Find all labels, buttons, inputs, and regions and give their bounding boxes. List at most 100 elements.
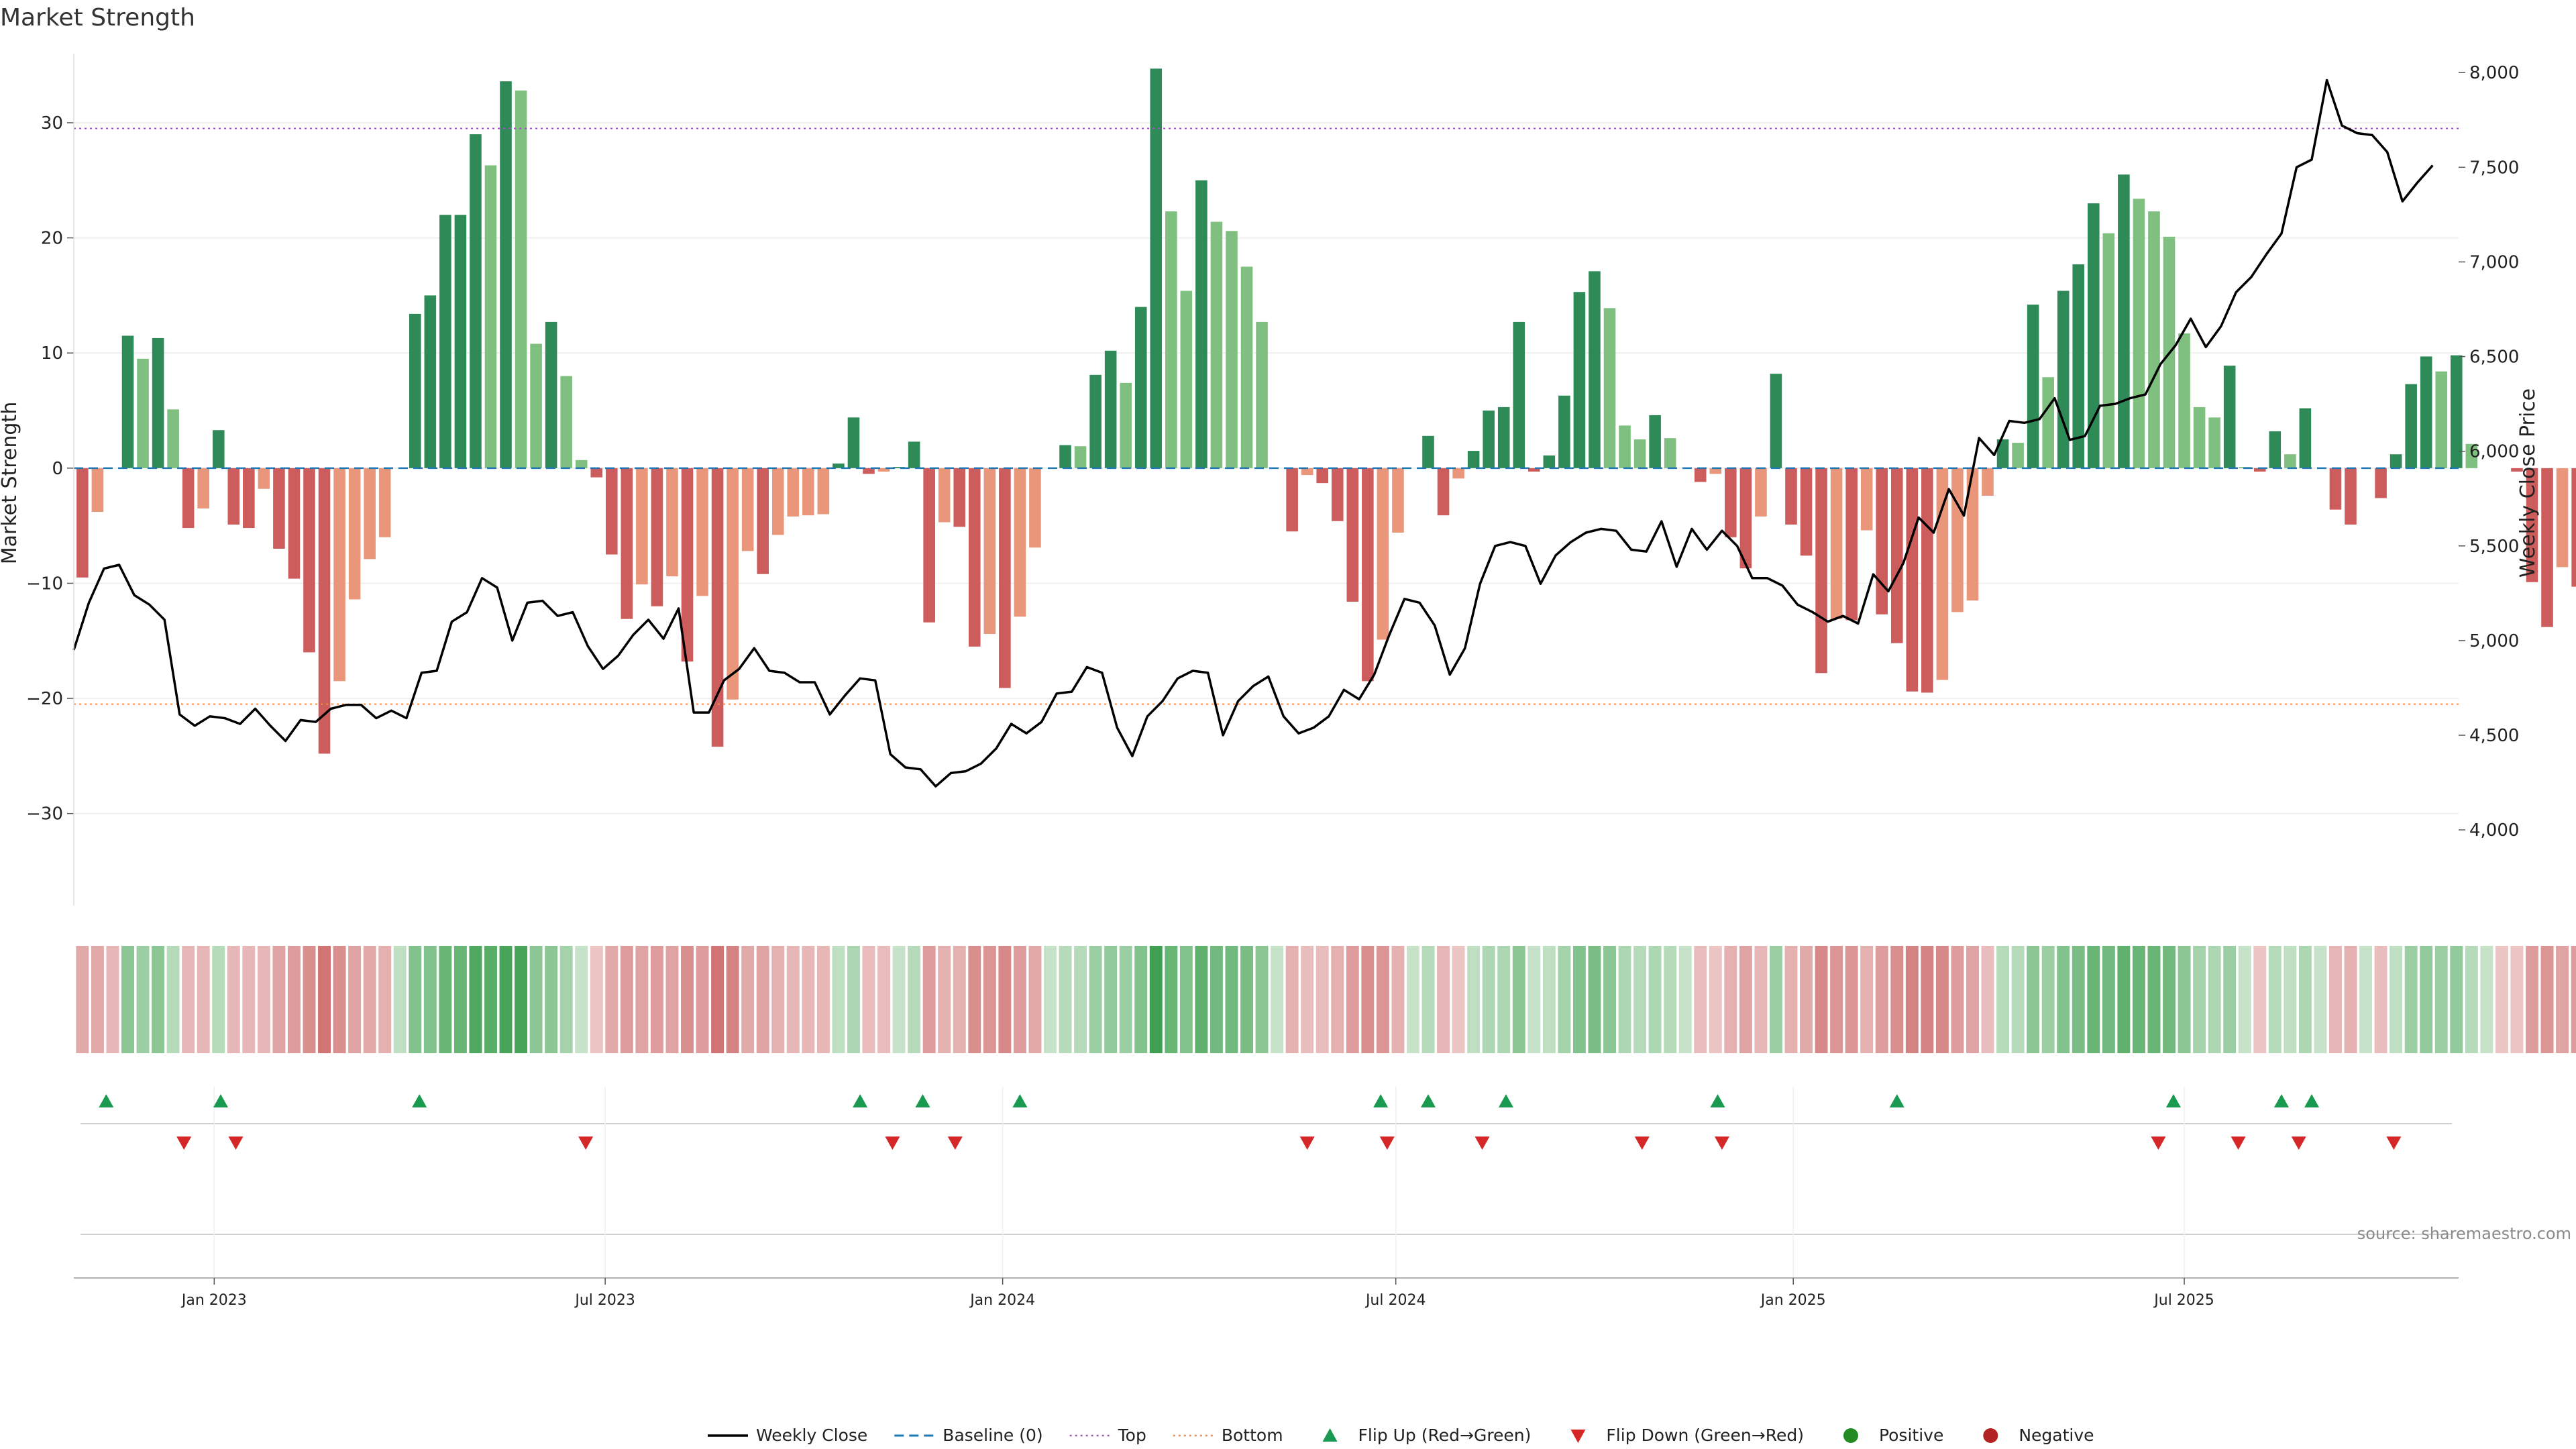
strength-bar <box>1800 468 1813 556</box>
heat-cell <box>303 946 316 1053</box>
heat-cell <box>393 946 407 1053</box>
strength-bar <box>833 463 845 468</box>
strength-bar <box>1483 411 1495 468</box>
heat-cell <box>1845 946 1858 1053</box>
heat-cell <box>1467 946 1481 1053</box>
strength-bar <box>2012 443 2024 468</box>
strength-bar <box>1286 468 1298 532</box>
heat-cell <box>2556 946 2569 1053</box>
flip-up-marker <box>915 1094 930 1108</box>
strength-bar <box>802 468 814 516</box>
flip-down-marker <box>2386 1136 2402 1150</box>
strength-bar <box>378 468 391 537</box>
strength-bar <box>908 441 920 468</box>
strength-bar <box>771 468 784 535</box>
strength-bar <box>1089 374 1102 468</box>
strength-bar <box>137 358 149 468</box>
strength-bar <box>273 468 285 549</box>
strength-heatstrip <box>76 946 2576 1053</box>
strength-bar <box>364 468 376 559</box>
x-tick-label: Jan 2023 <box>180 1292 247 1309</box>
strength-bar <box>1649 415 1661 468</box>
heat-cell <box>2072 946 2085 1053</box>
heat-cell <box>1966 946 1979 1053</box>
heat-cell <box>681 946 694 1053</box>
heat-cell <box>333 946 346 1053</box>
strength-bar <box>2178 333 2190 468</box>
heat-cell <box>1391 946 1405 1053</box>
heat-cell <box>1678 946 1692 1053</box>
heat-cell <box>1271 946 1284 1053</box>
strength-bar <box>2405 384 2417 468</box>
strength-bars <box>76 68 2576 754</box>
heat-cell <box>1633 946 1647 1053</box>
strength-bar <box>333 468 345 682</box>
heat-cell <box>2526 946 2538 1053</box>
flip-up-marker <box>2304 1094 2320 1108</box>
heat-cell <box>2238 946 2251 1053</box>
strength-bar <box>2556 468 2569 568</box>
flip-up-marker <box>1498 1094 1513 1108</box>
heat-cell <box>741 946 755 1053</box>
heat-cell <box>2178 946 2191 1053</box>
left-y-tick-label: 0 <box>52 459 63 479</box>
strength-bar <box>1876 468 1888 614</box>
strength-bar <box>606 468 618 555</box>
right-y-tick-label: 5,500 <box>2469 537 2519 557</box>
heat-cell <box>2011 946 2025 1053</box>
heat-cell <box>1724 946 1737 1053</box>
heat-cell <box>1527 946 1541 1053</box>
heat-cell <box>1225 946 1238 1053</box>
strength-bar <box>1437 468 1450 516</box>
heat-cell <box>1044 946 1057 1053</box>
strength-bar <box>91 468 104 513</box>
strength-bar <box>2072 264 2085 468</box>
strength-bar <box>1573 292 1586 468</box>
left-y-tick-label: −20 <box>26 689 63 709</box>
strength-bar <box>1770 374 1782 468</box>
heat-cell <box>2027 946 2040 1053</box>
strength-bar <box>1497 407 1510 468</box>
strength-bar <box>1134 307 1147 468</box>
strength-bar <box>1256 321 1268 468</box>
strength-bar <box>1996 439 2009 468</box>
strength-bar <box>2390 454 2402 468</box>
strength-bar <box>1331 468 1344 521</box>
strength-bar <box>636 468 648 585</box>
heat-cell <box>998 946 1012 1053</box>
heat-cell <box>2390 946 2403 1053</box>
right-y-tick-label: 6,000 <box>2469 442 2519 462</box>
strength-bar <box>243 468 255 529</box>
strength-bar <box>1150 68 1163 468</box>
left-y-axis-label: Market Strength <box>0 402 21 564</box>
flip-up-marker <box>213 1094 228 1108</box>
strength-bar <box>711 468 724 747</box>
heat-cell <box>1558 946 1571 1053</box>
strength-bar <box>1603 308 1616 468</box>
heat-cell <box>2374 946 2387 1053</box>
heat-cell <box>1482 946 1495 1053</box>
heat-cell <box>363 946 376 1053</box>
left-y-tick-label: 30 <box>41 113 63 133</box>
heat-cell <box>1255 946 1269 1053</box>
heat-cell <box>847 946 860 1053</box>
heat-cell <box>877 946 891 1053</box>
heat-cell <box>1618 946 1631 1053</box>
flip-down-marker <box>1299 1136 1315 1150</box>
heat-cell <box>665 946 679 1053</box>
heat-cell <box>1240 946 1253 1053</box>
strength-bar <box>1240 266 1253 468</box>
heat-cell <box>2253 946 2267 1053</box>
strength-bar <box>2435 371 2448 468</box>
flip-down-marker <box>2291 1136 2306 1150</box>
legend-swatch-flip-up <box>1322 1428 1338 1442</box>
right-y-tick-label: 4,500 <box>2469 726 2519 746</box>
strength-bar <box>500 81 512 468</box>
heat-cell <box>2117 946 2131 1053</box>
flip-up-marker <box>2273 1094 2289 1108</box>
heat-cell <box>197 946 210 1053</box>
heat-cell <box>816 946 830 1053</box>
strength-bar <box>1709 468 1722 474</box>
flip-down-marker <box>2231 1136 2246 1150</box>
strength-bar <box>2541 468 2553 627</box>
